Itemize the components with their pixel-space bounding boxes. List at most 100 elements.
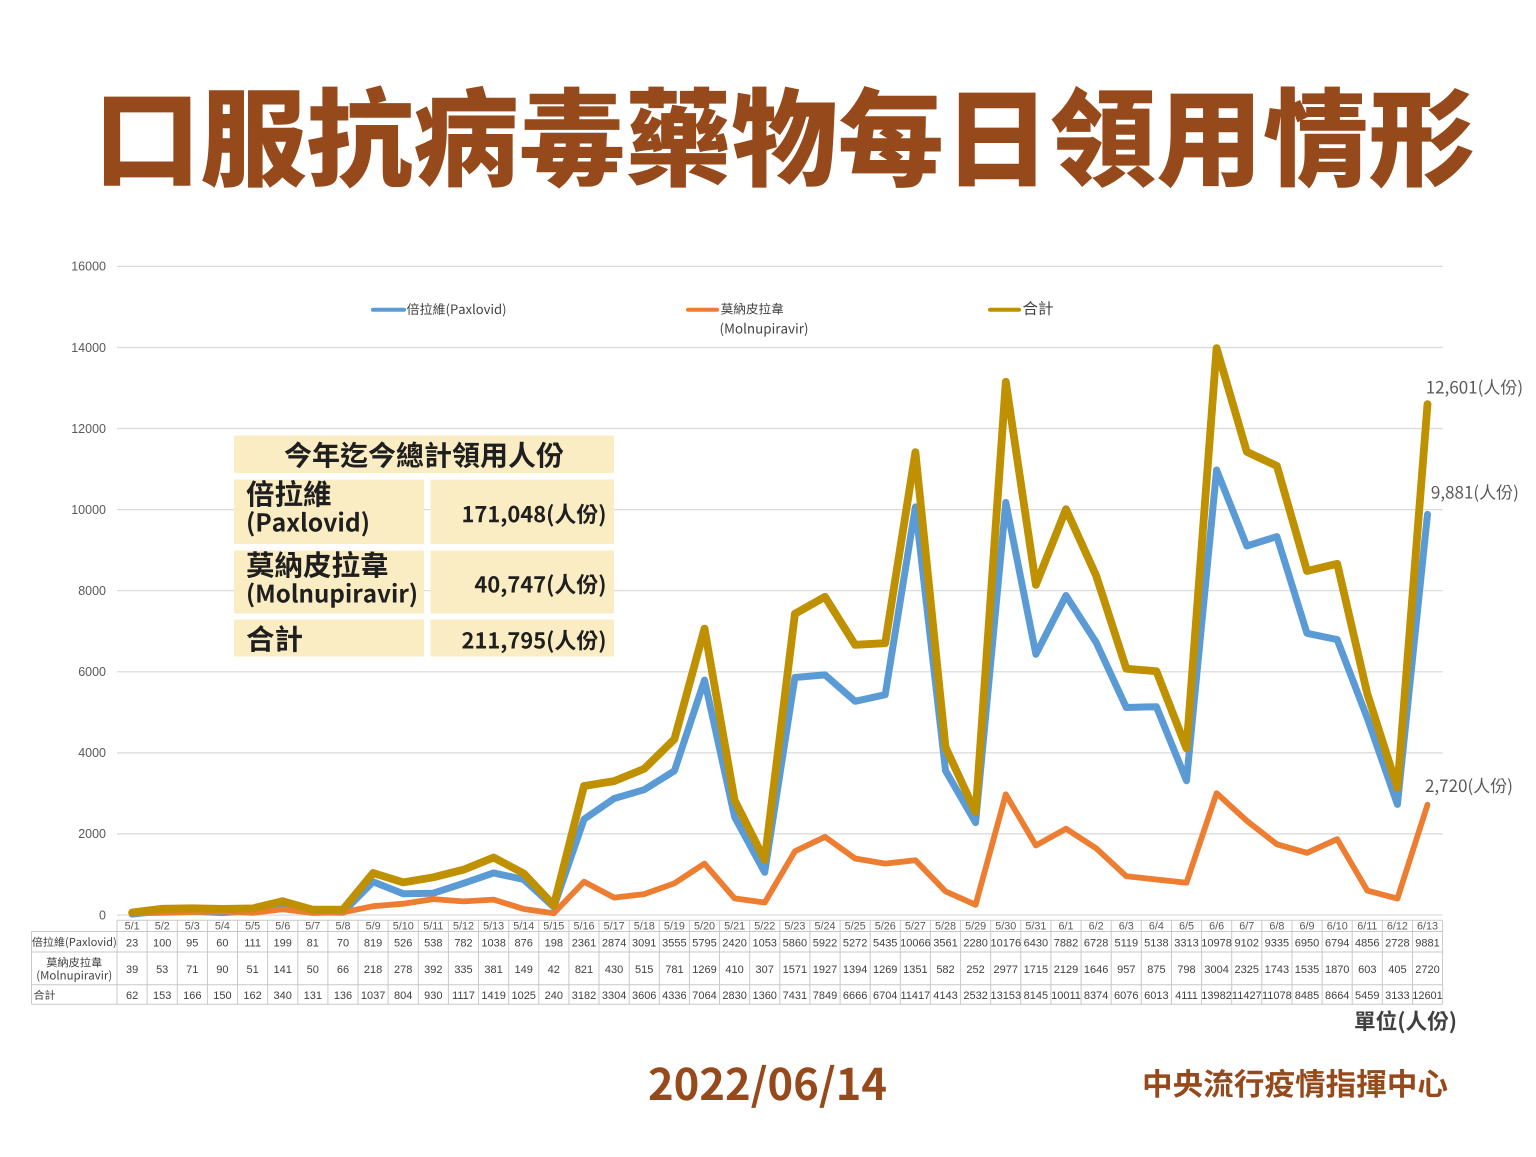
svg-text:3606: 3606 (632, 990, 656, 1002)
svg-text:2000: 2000 (78, 827, 106, 841)
svg-text:8000: 8000 (78, 584, 106, 598)
svg-text:6950: 6950 (1295, 937, 1319, 949)
svg-text:1037: 1037 (361, 990, 385, 1002)
svg-text:218: 218 (364, 964, 382, 976)
svg-text:5/26: 5/26 (875, 921, 896, 933)
svg-text:5435: 5435 (873, 937, 897, 949)
svg-text:6013: 6013 (1144, 990, 1168, 1002)
svg-text:340: 340 (274, 990, 292, 1002)
svg-text:2325: 2325 (1235, 964, 1259, 976)
svg-text:5/23: 5/23 (784, 921, 805, 933)
svg-text:6/8: 6/8 (1269, 921, 1284, 933)
svg-text:4856: 4856 (1355, 937, 1379, 949)
svg-text:198: 198 (545, 937, 563, 949)
svg-text:307: 307 (756, 964, 774, 976)
svg-text:136: 136 (334, 990, 352, 1002)
svg-text:2720: 2720 (1415, 964, 1439, 976)
svg-text:3091: 3091 (632, 937, 656, 949)
svg-text:62: 62 (126, 990, 138, 1002)
svg-text:1269: 1269 (692, 964, 716, 976)
svg-text:6/13: 6/13 (1417, 921, 1438, 933)
svg-text:1715: 1715 (1024, 964, 1048, 976)
svg-text:66: 66 (337, 964, 349, 976)
svg-text:141: 141 (274, 964, 292, 976)
svg-text:60: 60 (216, 937, 228, 949)
svg-text:5/20: 5/20 (694, 921, 715, 933)
svg-text:381: 381 (484, 964, 502, 976)
svg-text:804: 804 (394, 990, 412, 1002)
svg-text:10978: 10978 (1201, 937, 1232, 949)
svg-text:90: 90 (216, 964, 228, 976)
svg-text:1117: 1117 (452, 990, 475, 1002)
svg-text:3313: 3313 (1174, 937, 1198, 949)
svg-text:5/13: 5/13 (483, 921, 504, 933)
svg-text:2874: 2874 (602, 937, 626, 949)
svg-text:9881: 9881 (1415, 937, 1439, 949)
svg-text:10066: 10066 (900, 937, 931, 949)
svg-text:5/16: 5/16 (573, 921, 594, 933)
svg-text:5/18: 5/18 (634, 921, 655, 933)
svg-text:5/6: 5/6 (275, 921, 290, 933)
svg-text:23: 23 (126, 937, 138, 949)
svg-text:3004: 3004 (1204, 964, 1228, 976)
svg-text:11427: 11427 (1232, 990, 1262, 1002)
svg-text:5/24: 5/24 (814, 921, 835, 933)
svg-text:6728: 6728 (1084, 937, 1108, 949)
svg-text:6430: 6430 (1024, 937, 1048, 949)
svg-text:6076: 6076 (1114, 990, 1138, 1002)
svg-text:3133: 3133 (1385, 990, 1409, 1002)
svg-text:42: 42 (548, 964, 560, 976)
svg-text:5/17: 5/17 (604, 921, 625, 933)
svg-text:6/3: 6/3 (1119, 921, 1134, 933)
svg-text:6/6: 6/6 (1209, 921, 1224, 933)
svg-text:1743: 1743 (1265, 964, 1289, 976)
svg-text:11417: 11417 (901, 990, 931, 1002)
svg-text:162: 162 (243, 990, 261, 1002)
svg-text:5/12: 5/12 (453, 921, 474, 933)
svg-text:5/11: 5/11 (423, 921, 443, 933)
svg-text:7431: 7431 (783, 990, 807, 1002)
svg-text:199: 199 (274, 937, 292, 949)
svg-text:53: 53 (156, 964, 168, 976)
svg-text:2280: 2280 (963, 937, 987, 949)
svg-text:51: 51 (246, 964, 258, 976)
svg-text:13982: 13982 (1201, 990, 1232, 1002)
svg-text:1038: 1038 (481, 937, 505, 949)
svg-text:153: 153 (153, 990, 171, 1002)
svg-text:5/22: 5/22 (754, 921, 775, 933)
svg-text:39: 39 (126, 964, 138, 976)
svg-text:3304: 3304 (602, 990, 626, 1002)
svg-text:1646: 1646 (1084, 964, 1108, 976)
svg-text:782: 782 (454, 937, 472, 949)
svg-text:392: 392 (424, 964, 442, 976)
svg-text:50: 50 (307, 964, 319, 976)
svg-text:5/19: 5/19 (664, 921, 685, 933)
svg-text:5/14: 5/14 (513, 921, 534, 933)
svg-text:71: 71 (186, 964, 198, 976)
svg-text:5/1: 5/1 (125, 921, 140, 933)
svg-text:1419: 1419 (481, 990, 505, 1002)
svg-text:166: 166 (183, 990, 201, 1002)
svg-text:7849: 7849 (813, 990, 837, 1002)
svg-text:7882: 7882 (1054, 937, 1078, 949)
svg-text:10011: 10011 (1051, 990, 1081, 1002)
svg-text:538: 538 (424, 937, 442, 949)
svg-text:9335: 9335 (1265, 937, 1289, 949)
svg-text:8374: 8374 (1084, 990, 1108, 1002)
svg-text:5/4: 5/4 (215, 921, 230, 933)
svg-text:4336: 4336 (662, 990, 686, 1002)
svg-text:5860: 5860 (783, 937, 807, 949)
svg-text:3555: 3555 (662, 937, 686, 949)
svg-text:405: 405 (1388, 964, 1406, 976)
svg-text:95: 95 (186, 937, 198, 949)
svg-text:821: 821 (575, 964, 593, 976)
svg-text:12601: 12601 (1412, 990, 1443, 1002)
svg-text:10000: 10000 (71, 503, 106, 517)
svg-text:6000: 6000 (78, 665, 106, 679)
svg-text:131: 131 (304, 990, 322, 1002)
svg-text:7064: 7064 (692, 990, 716, 1002)
svg-text:1535: 1535 (1295, 964, 1319, 976)
svg-text:3561: 3561 (933, 937, 957, 949)
svg-text:5/5: 5/5 (245, 921, 260, 933)
svg-text:1394: 1394 (843, 964, 867, 976)
